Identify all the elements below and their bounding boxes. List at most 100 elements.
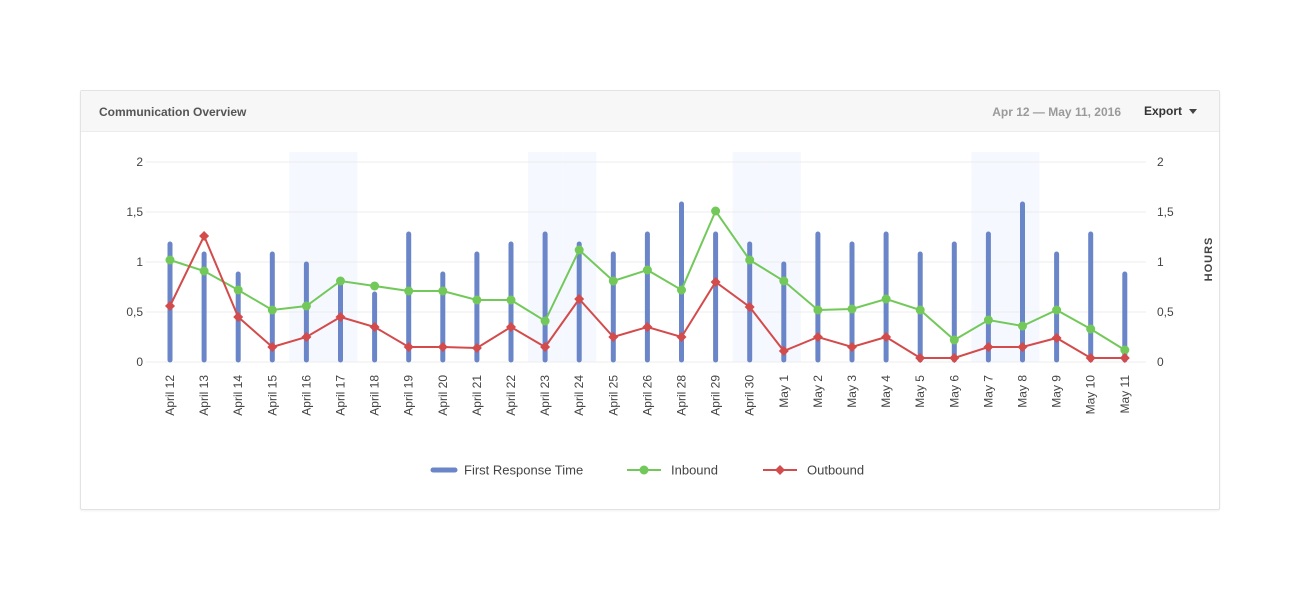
inbound-point xyxy=(540,316,550,326)
y2-tick-label: 1,5 xyxy=(1157,205,1174,219)
y-tick-label: 0 xyxy=(136,355,143,369)
outbound-point xyxy=(710,277,721,287)
y-tick-label: 1 xyxy=(136,255,143,269)
inbound-point xyxy=(336,276,345,286)
panel-title: Communication Overview xyxy=(99,105,247,119)
outbound-point xyxy=(267,342,278,352)
outbound-point xyxy=(676,332,687,342)
outbound-point xyxy=(301,332,312,342)
x-tick-label: April 30 xyxy=(743,375,757,416)
y2-tick-label: 1 xyxy=(1157,255,1164,269)
x-tick-label: April 14 xyxy=(231,375,245,416)
legend-label: Inbound xyxy=(671,463,718,478)
legend-label: First Response Time xyxy=(464,463,583,478)
x-tick-label: April 22 xyxy=(504,375,518,416)
inbound-point xyxy=(881,294,891,304)
inbound-point xyxy=(711,206,721,216)
outbound-point xyxy=(949,353,960,363)
export-dropdown-button[interactable]: Export xyxy=(1136,99,1205,123)
inbound-point xyxy=(1086,324,1096,334)
x-tick-label: April 13 xyxy=(197,375,211,416)
outbound-point xyxy=(642,322,653,332)
outbound-point xyxy=(812,332,823,342)
x-tick-label: May 3 xyxy=(845,375,859,408)
inbound-point xyxy=(199,266,209,276)
y2-axis-label: HOURS xyxy=(1203,237,1215,282)
outbound-point xyxy=(369,322,380,332)
inbound-point xyxy=(983,315,993,325)
outbound-point xyxy=(881,332,892,342)
x-tick-label: May 11 xyxy=(1118,375,1132,414)
x-tick-label: May 9 xyxy=(1050,375,1064,408)
x-tick-label: April 15 xyxy=(265,375,279,416)
outbound-point xyxy=(915,353,926,363)
y-tick-label: 1,5 xyxy=(126,205,143,219)
inbound-point xyxy=(745,255,755,265)
x-tick-label: April 19 xyxy=(402,375,416,416)
outbound-point xyxy=(1017,342,1028,352)
inbound-point xyxy=(915,305,925,315)
outbound-point xyxy=(778,346,789,356)
inbound-point xyxy=(370,281,380,291)
x-tick-label: May 10 xyxy=(1084,375,1098,415)
inbound-point xyxy=(267,305,277,315)
panel-header: Communication Overview Apr 12 — May 11, … xyxy=(81,91,1219,132)
outbound-point xyxy=(233,312,244,322)
outbound-point xyxy=(540,342,551,352)
date-range-label: Apr 12 — May 11, 2016 xyxy=(992,105,1121,119)
inbound-point xyxy=(438,286,448,296)
communication-chart: 0 0 0,5 0,5 1 1 1,5 1,5 2 2 HOURS April 12 April 13 A… xyxy=(126,152,1215,478)
inbound-point xyxy=(233,285,243,295)
outbound-point xyxy=(165,301,175,311)
y2-tick-label: 2 xyxy=(1157,155,1164,169)
inbound-point xyxy=(165,255,175,265)
inbound-point xyxy=(642,265,652,275)
export-label: Export xyxy=(1143,104,1182,118)
communication-overview-panel: Communication Overview Apr 12 — May 11, … xyxy=(80,90,1220,510)
inbound-point xyxy=(472,295,482,305)
inbound-point xyxy=(847,304,857,314)
inbound-point xyxy=(574,245,584,255)
outbound-point xyxy=(437,342,448,352)
legend-swatch-inbound xyxy=(639,465,649,475)
outbound-point xyxy=(199,231,210,241)
outbound-point xyxy=(847,342,857,352)
outbound-point xyxy=(574,294,585,304)
x-tick-label: May 8 xyxy=(1016,375,1030,408)
x-tick-label: May 5 xyxy=(913,375,927,408)
x-tick-label: April 28 xyxy=(675,375,689,416)
inbound-point xyxy=(1120,345,1130,355)
inbound-point xyxy=(949,335,959,345)
x-tick-label: May 2 xyxy=(811,375,825,408)
outbound-point xyxy=(471,343,482,353)
outbound-point xyxy=(1051,333,1062,343)
x-tick-label: May 6 xyxy=(947,375,961,408)
inbound-point xyxy=(506,295,516,305)
legend-swatch-outbound xyxy=(775,465,785,475)
x-tick-label: April 16 xyxy=(299,375,313,416)
outbound-point xyxy=(335,312,346,322)
y2-tick-label: 0,5 xyxy=(1157,305,1174,319)
y-tick-label: 0,5 xyxy=(126,305,143,319)
y2-tick-label: 0 xyxy=(1157,355,1164,369)
x-tick-label: April 18 xyxy=(368,375,382,416)
inbound-point xyxy=(301,301,311,311)
inbound-point xyxy=(813,305,823,315)
x-tick-label: April 24 xyxy=(572,375,586,416)
x-tick-label: April 23 xyxy=(538,375,552,416)
outbound-point xyxy=(506,322,516,332)
inbound-point xyxy=(1052,305,1062,315)
inbound-point xyxy=(1018,321,1027,331)
y-tick-label: 2 xyxy=(136,155,143,169)
x-tick-label: May 1 xyxy=(777,375,791,408)
outbound-point xyxy=(1119,353,1130,363)
x-tick-label: May 7 xyxy=(981,375,995,408)
x-tick-label: May 4 xyxy=(879,375,893,408)
x-tick-label: April 25 xyxy=(606,375,620,416)
inbound-point xyxy=(608,276,618,286)
inbound-point xyxy=(779,276,789,286)
inbound-point xyxy=(677,285,686,295)
x-tick-label: April 17 xyxy=(334,375,348,416)
x-tick-label: April 21 xyxy=(470,375,484,416)
outbound-point xyxy=(1085,353,1096,363)
